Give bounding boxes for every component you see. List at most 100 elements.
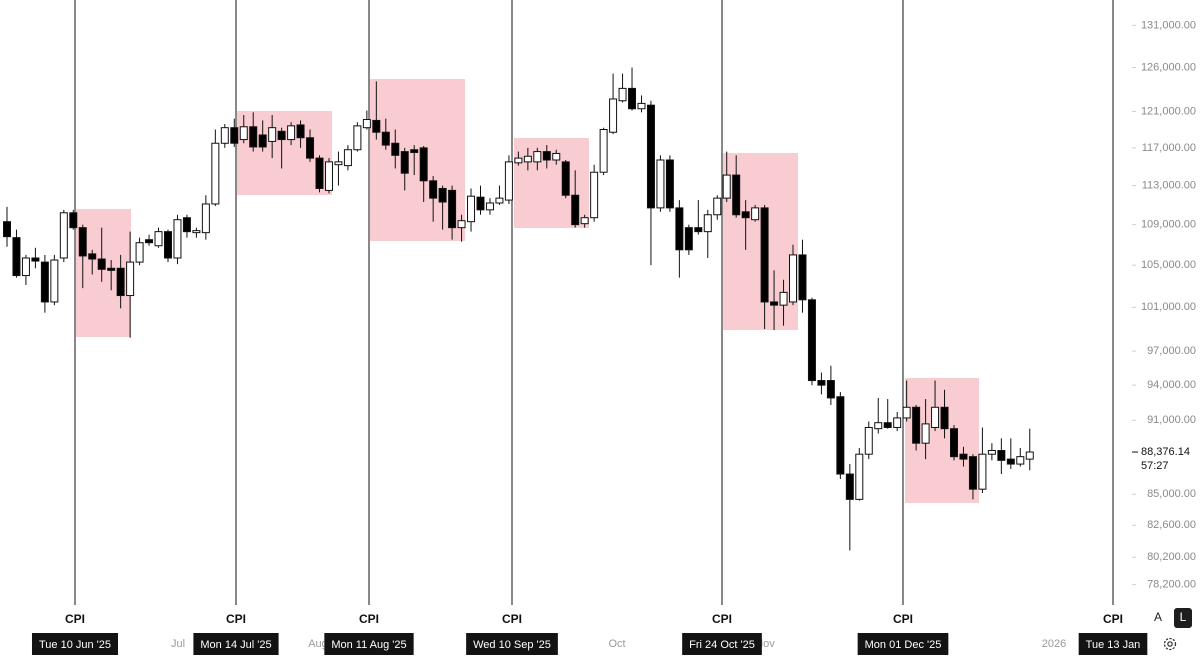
event-label: CPI	[359, 612, 379, 626]
settings-gear	[1163, 637, 1177, 651]
y-tick-label: 78,200.00	[1147, 579, 1196, 591]
candle-body	[277, 130, 286, 141]
candle-body	[713, 197, 722, 216]
event-label: CPI	[502, 612, 522, 626]
candle-body	[978, 453, 987, 490]
candle-body	[741, 211, 750, 219]
axis-controls: A L	[1154, 608, 1192, 651]
y-tick-label: 80,200.00	[1147, 551, 1196, 563]
event-date: Fri 24 Oct '25	[689, 639, 755, 651]
event-date: Mon 01 Dec '25	[865, 639, 942, 651]
log-scale-button-bg[interactable]	[1174, 608, 1192, 628]
candle-body	[220, 127, 229, 144]
candle-body	[59, 212, 68, 259]
event-date-bg	[857, 633, 949, 655]
candle-body	[50, 259, 59, 303]
auto-scale-button[interactable]: A	[1154, 610, 1162, 624]
candle-body	[239, 126, 248, 141]
event-label: CPI	[226, 612, 246, 626]
candle-body	[789, 254, 798, 303]
candle-body	[599, 129, 608, 173]
candle-body	[675, 207, 684, 251]
y-tick-label: 131,000.00	[1141, 19, 1196, 31]
candle-body	[419, 147, 428, 182]
candle-body	[21, 257, 30, 277]
price-axis: 131,000.00 126,000.00 121,000.00 117,000.00…	[1132, 19, 1196, 591]
candle-body	[618, 87, 627, 102]
candle-body	[817, 380, 826, 386]
candle-body	[315, 157, 324, 189]
candle-body	[1006, 458, 1015, 465]
candle-body	[429, 180, 438, 199]
candle-body	[807, 299, 816, 382]
candle-body	[173, 219, 182, 259]
event-label: CPI	[65, 612, 85, 626]
candle-body	[656, 159, 665, 209]
x-tick-label: Aug	[308, 638, 328, 650]
candle-body	[628, 87, 637, 110]
candle-body	[163, 231, 172, 259]
candle-body	[353, 125, 362, 151]
candle-body	[959, 453, 968, 460]
highlight-boxes	[76, 79, 979, 503]
candle-body	[855, 453, 864, 500]
candle-body	[372, 119, 381, 133]
last-price-label: 88,376.14	[1141, 446, 1190, 458]
candle-body	[874, 422, 883, 430]
x-tick-label: Oct	[608, 638, 625, 650]
candle-body	[3, 221, 11, 238]
candle-body	[542, 151, 551, 161]
candle-body	[883, 422, 892, 428]
candle-body	[485, 202, 494, 211]
candle-body	[116, 267, 125, 297]
candle-body	[296, 124, 305, 139]
candle-body	[467, 195, 476, 223]
candle-body	[760, 207, 769, 303]
candle-body	[902, 406, 911, 419]
candle-body	[154, 231, 163, 247]
candle-body	[381, 131, 390, 146]
candle-body	[722, 174, 731, 199]
candle-body	[230, 127, 239, 144]
candle-body	[571, 194, 580, 226]
candle-body	[126, 261, 135, 297]
event-date-bg	[324, 633, 414, 655]
candle-body	[751, 207, 760, 221]
event-date-bg	[31, 633, 119, 655]
candle-body	[779, 291, 788, 306]
event-date: Wed 10 Sep '25	[473, 639, 551, 651]
candle-body	[732, 174, 741, 216]
candle-body	[201, 203, 210, 234]
candle-body	[646, 104, 655, 209]
candle-body	[400, 151, 409, 174]
candle-body	[107, 267, 116, 271]
candle-body	[694, 227, 703, 233]
candle-body	[665, 159, 674, 209]
candle-body	[343, 149, 352, 167]
candle-body	[997, 450, 1006, 461]
event-lines: CPI Tue 10 Jun '25 CPI Mon 14 Jul '25 CPI Mon…	[31, 0, 1148, 655]
log-scale-button[interactable]: L	[1180, 610, 1187, 624]
x-tick-label: Jul	[171, 638, 185, 650]
event-date: Mon 11 Aug '25	[331, 639, 406, 651]
candle-body	[362, 119, 371, 129]
candle-body	[438, 187, 447, 203]
candle-body	[135, 242, 144, 263]
candle-body	[69, 212, 78, 229]
y-tick-label: 91,000.00	[1147, 414, 1196, 426]
settings-icon[interactable]	[1163, 637, 1177, 651]
candle-body	[684, 227, 693, 251]
candle-body	[561, 161, 570, 196]
candle-body	[391, 142, 400, 156]
candle-body	[334, 161, 343, 166]
candle-body	[845, 473, 854, 500]
candle-body	[836, 396, 845, 475]
candle-body	[590, 171, 599, 219]
candle-body	[987, 450, 996, 455]
x-tick-label: 2026	[1042, 638, 1066, 650]
event-date-bg	[1078, 633, 1148, 655]
candle-body	[182, 217, 191, 233]
candle-body	[826, 380, 835, 399]
candle-body	[88, 253, 97, 260]
